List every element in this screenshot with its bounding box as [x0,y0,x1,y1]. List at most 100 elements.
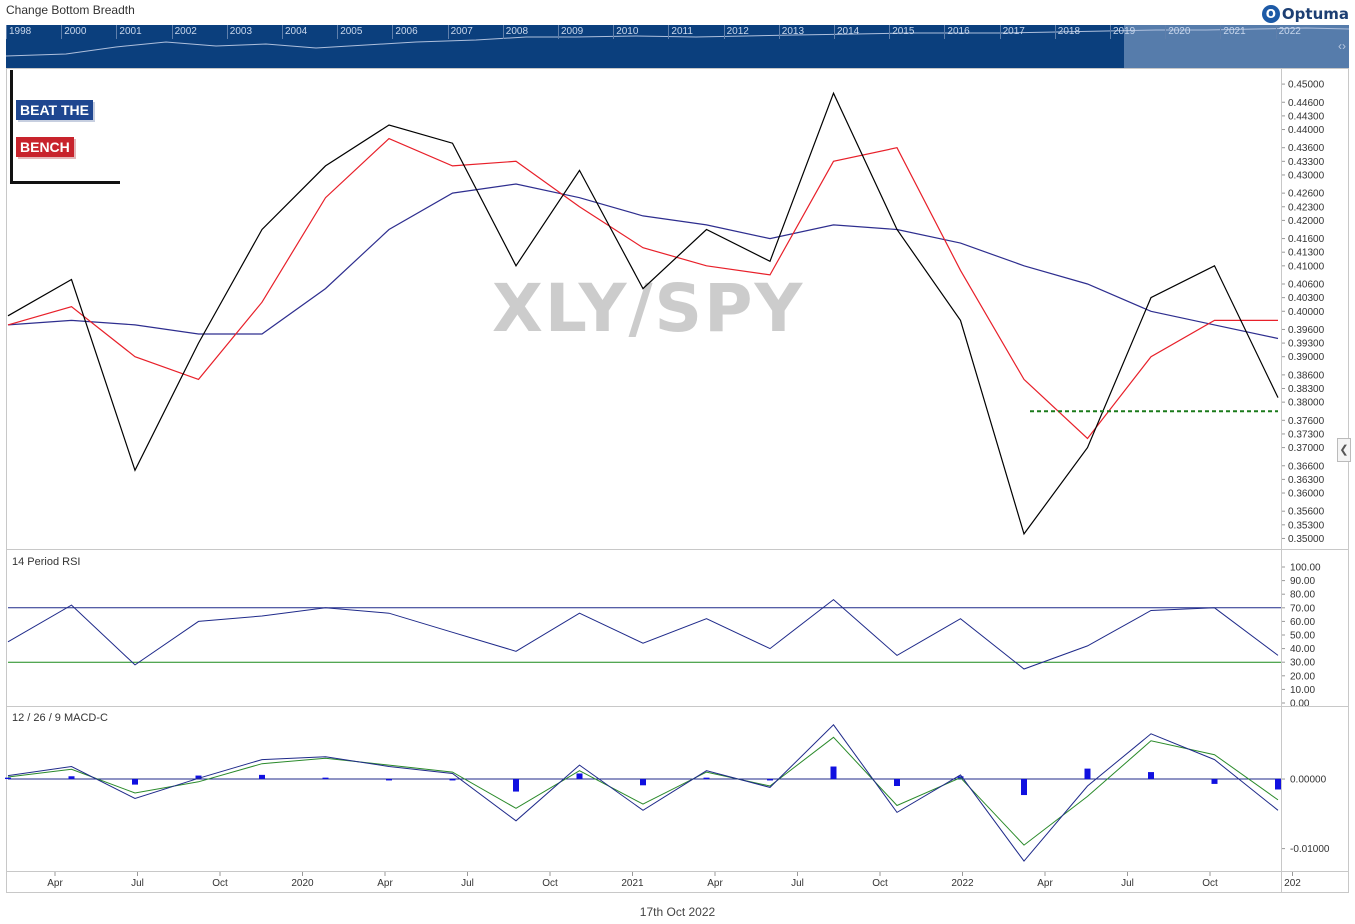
macd-y-tick-label: 0.00000 [1290,775,1327,786]
navigator-tick [668,25,670,39]
navigator-year-label[interactable]: 2010 [616,26,639,37]
logo-bracket-vertical [10,70,13,184]
macd-histogram-bar [195,775,202,780]
navigator-year-label[interactable]: 1998 [9,26,32,37]
x-axis-tick-label: Jul [1121,878,1134,889]
macd-histogram-bar [322,777,329,780]
navigator-year-label[interactable]: 2013 [781,26,805,37]
macd-histogram-bar [1148,772,1154,780]
rsi-y-tick-label: 30.00 [1290,658,1315,669]
navigator-year-label[interactable]: 2017 [1002,26,1025,37]
navigator-year-label[interactable]: 2005 [340,26,363,37]
macd-line [7,724,1279,862]
navigator-year-label[interactable]: 2015 [892,26,915,37]
price-y-tick-label: 0.38300 [1288,384,1325,395]
navigator-tick [1220,25,1222,39]
price-y-tick-label: 0.44300 [1288,111,1325,122]
navigator-year-label[interactable]: 2012 [726,26,749,37]
x-axis-tick-label: Apr [377,878,393,889]
navigator-tick [282,25,283,39]
navigator-tick [613,25,615,39]
optuma-logo: O Optuma [1261,3,1349,25]
macd-histogram-bar [640,779,646,786]
navigator-tick [778,25,780,39]
x-axis-tick-label: Jul [461,878,474,889]
price-y-tick-label: 0.42300 [1288,202,1325,213]
navigator-selection[interactable] [1124,25,1349,68]
optuma-logo-text: Optuma [1281,5,1349,23]
price-y-tick-label: 0.42600 [1288,189,1325,200]
price-y-tick-label: 0.35300 [1288,520,1325,531]
price-y-tick-label: 0.37600 [1288,416,1325,427]
navigator-year-label[interactable]: 2003 [229,26,253,37]
collapse-panel-icon[interactable]: ❮ [1337,438,1351,462]
chart-frame [6,68,1349,893]
rsi-y-tick-label: 20.00 [1290,671,1315,682]
price-y-tick-label: 0.37300 [1288,429,1325,440]
price-y-tick-label: 0.42000 [1288,216,1325,227]
price-y-tick-label: 0.38600 [1288,370,1325,381]
navigator-year-label[interactable]: 2014 [837,26,860,37]
navigator-year-label[interactable]: 2002 [174,26,197,37]
macd-histogram-bar [68,776,75,780]
macd-histogram-bar [576,773,583,780]
navigator-year-label[interactable]: 2022 [1278,26,1301,37]
navigator-year-label[interactable]: 2016 [947,26,970,37]
x-axis-tick-label: Oct [212,878,228,889]
logo-line-1: BEAT THE [16,100,93,120]
navigator-tick [1110,25,1111,39]
timeline-navigator[interactable]: ‹› 1998 2000 2001 2002 2003 2004 2005 2006 2007 2… [6,25,1349,68]
navigator-year-label[interactable]: 2020 [1168,26,1191,37]
panel-separator [6,706,1349,707]
macd-y-tick-label: -0.01000 [1290,844,1330,855]
navigator-year-label[interactable]: 2000 [64,26,87,37]
price-y-tick-label: 0.44600 [1288,98,1325,109]
navigator-year-label[interactable]: 2001 [119,26,142,37]
price-y-tick-label: 0.41300 [1288,248,1325,259]
rsi-y-tick-label: 70.00 [1290,603,1315,614]
price-y-tick-label: 0.41600 [1288,234,1325,245]
macd-histogram-bar [1275,779,1281,790]
price-y-tick-label: 0.36600 [1288,461,1325,472]
rsi-y-tick-label: 60.00 [1290,617,1315,628]
price-y-tick-label: 0.40000 [1288,307,1325,318]
macd-histogram-bar [132,779,138,785]
navigator-year-label[interactable]: 2009 [561,26,584,37]
navigator-year-label[interactable]: 2011 [671,26,693,37]
optuma-logo-icon: O [1261,5,1280,23]
navigator-year-label[interactable]: 2018 [1057,26,1081,37]
price-y-tick-label: 0.44000 [1288,125,1325,136]
price-y-tick-label: 0.36000 [1288,489,1325,500]
navigator-year-label[interactable]: 2019 [1113,26,1136,37]
navigator-tick [1165,25,1167,39]
navigator-handle-icon[interactable]: ‹› [1338,39,1346,53]
navigator-tick [558,25,559,39]
beat-the-bench-logo: BEAT THE BENCH [10,70,122,184]
price-y-tick-label: 0.40300 [1288,293,1325,304]
rsi-y-tick-label: 0.00 [1290,699,1310,710]
navigator-tick [226,25,228,39]
macd-histogram-bar [1021,779,1027,796]
navigator-tick [502,25,504,39]
macd-histogram-bar [1084,768,1091,780]
price-line [7,91,1279,536]
navigator-tick [834,25,835,39]
navigator-year-label[interactable]: 2004 [285,26,308,37]
navigator-year-label[interactable]: 2006 [395,26,418,37]
navigator-tick [171,25,173,39]
chart-date: 17th Oct 2022 [639,905,716,919]
navigator-year-label[interactable]: 2007 [450,26,473,37]
macd-histogram-bar [513,779,519,792]
navigator-tick [447,25,449,39]
x-axis-tick-label: Jul [131,878,144,889]
rsi-y-tick-label: 100.00 [1290,563,1321,574]
navigator-tick [723,25,725,39]
price-y-tick-label: 0.43300 [1288,157,1325,168]
navigator-year-label[interactable]: 2021 [1223,26,1246,37]
price-y-tick-label: 0.43000 [1288,170,1325,181]
rsi-y-tick-label: 80.00 [1290,590,1315,601]
rsi-y-tick-label: 10.00 [1290,685,1315,696]
navigator-year-label[interactable]: 2008 [505,26,529,37]
macd-histogram-bar [449,779,456,781]
